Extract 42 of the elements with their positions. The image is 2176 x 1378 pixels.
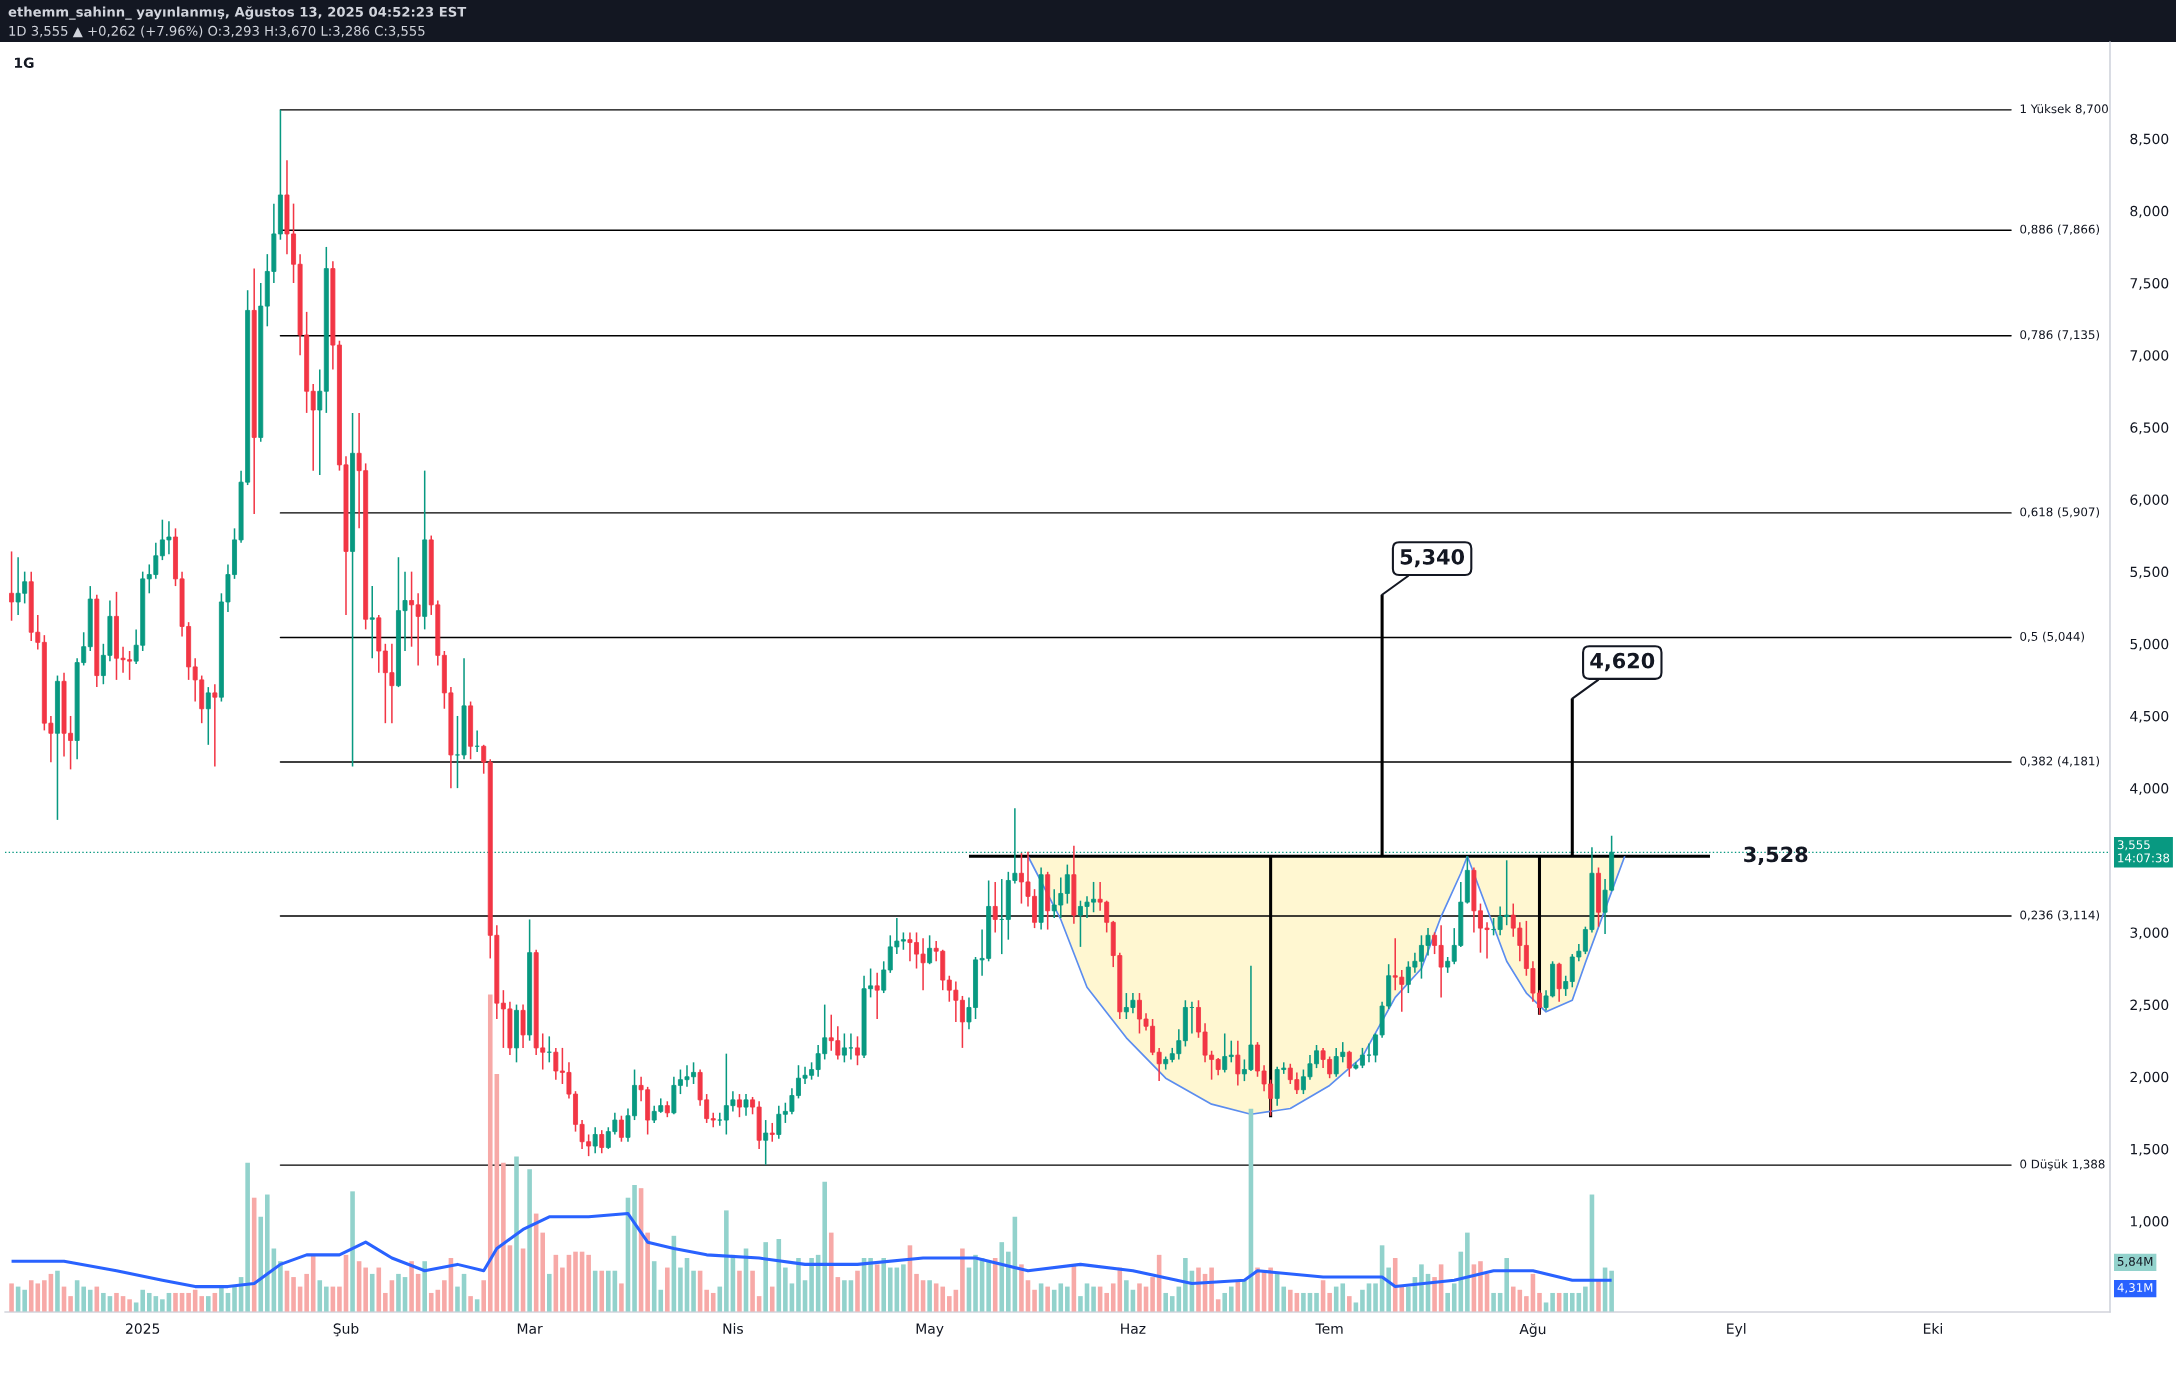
x-tick-label: Eki	[1923, 1323, 1942, 1334]
text: 1D 3,555 ▲ +0,262 (+7.96%) O:3,293 H:3,670 L:3,286 C:3,555	[9, 25, 425, 38]
y-tick-label: 7,500	[2130, 277, 2169, 290]
y-tick-label: 5,500	[2130, 566, 2169, 579]
x-tick-label: Tem	[1315, 1323, 1343, 1334]
y-tick-label: 1,000	[2130, 1216, 2169, 1228]
x-tick-label: Nis	[723, 1323, 743, 1334]
text: 1G	[14, 57, 34, 68]
ref-line-label: 0 Düşük 1,388	[2020, 1159, 2105, 1171]
ref-line-label: 0,886 (7,866)	[2020, 224, 2100, 236]
y-tick-label: 1,500	[2130, 1143, 2169, 1156]
ref-line-label: 0,236 (3,114)	[2020, 910, 2100, 921]
ref-line-label: 1 Yüksek 8,700	[2020, 104, 2108, 115]
x-tick-label: Ağu	[1519, 1323, 1546, 1337]
x-tick-label: Eyl	[1727, 1323, 1746, 1337]
y-tick-label: 7,000	[2130, 350, 2169, 363]
ref-line-label: 0,382 (4,181)	[2020, 756, 2100, 767]
annotation: 4,620	[1590, 652, 1655, 672]
y-tick-label: 2,500	[2130, 999, 2169, 1012]
y-tick-label: 3,000	[2130, 927, 2169, 940]
y-tick-label: 6,000	[2130, 494, 2169, 507]
y-tick-label: 4,000	[2130, 783, 2169, 796]
x-tick-label: Mar	[517, 1323, 543, 1334]
y-tick-label: 5,000	[2130, 638, 2169, 651]
y-tick-label: 8,000	[2130, 205, 2169, 218]
text: 5,84M	[2117, 1256, 2153, 1268]
y-tick-label: 4,500	[2130, 710, 2169, 723]
x-tick-label: Şub	[333, 1323, 359, 1337]
annotation: 5,340	[1400, 548, 1465, 568]
text: 4,31M	[2117, 1283, 2153, 1294]
ref-line-label: 0,786 (7,135)	[2020, 329, 2100, 341]
x-tick-label: 2025	[126, 1323, 160, 1334]
y-tick-label: 2,000	[2130, 1071, 2169, 1084]
text: ethemm_sahinn_ yayınlanmış, Ağustos 13, 2025 04:52:23 EST	[8, 6, 467, 20]
ref-line-label: 0,5 (5,044)	[2020, 631, 2085, 643]
x-tick-label: May	[916, 1323, 944, 1337]
y-tick-label: 6,500	[2130, 422, 2169, 435]
x-tick-label: Haz	[1121, 1323, 1146, 1334]
ref-line-label: 0,618 (5,907)	[2020, 507, 2100, 518]
y-tick-label: 8,500	[2130, 133, 2169, 146]
ref-line-label: 3,555 14:07:38	[2117, 840, 2170, 863]
annotation: 3,528	[1744, 846, 1808, 865]
